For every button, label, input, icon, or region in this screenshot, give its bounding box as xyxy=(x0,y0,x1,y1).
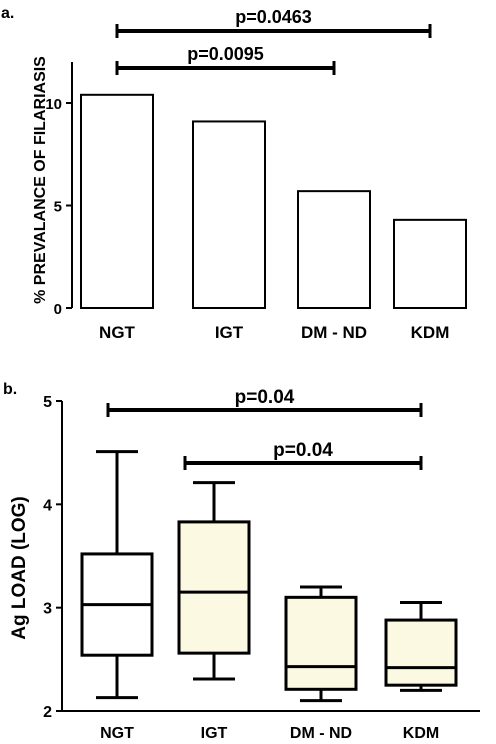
panel-b-y-tick-label: 5 xyxy=(43,394,52,411)
panel-a-y-tick-label: 10 xyxy=(45,96,62,113)
panel-b-label: b. xyxy=(3,381,17,398)
panel-a-y-axis-label: % PREVALANCE OF FILARIASIS xyxy=(32,56,49,304)
panel-b-box-kdm xyxy=(384,618,458,687)
panel-b-box-dm-nd xyxy=(284,595,358,691)
panel-b-p-value: p=0.04 xyxy=(273,440,333,461)
panel-b-y-tick-label: 3 xyxy=(43,601,52,618)
panel-a-bar-dm-nd xyxy=(297,190,371,309)
panel-b-y-tick-label: 4 xyxy=(43,497,52,514)
panel-b-x-tick-label: IGT xyxy=(201,725,228,742)
panel-a-x-tick-label: DM - ND xyxy=(301,323,367,342)
panel-b-box-igt xyxy=(177,520,251,655)
panel-a-chart: a. % PREVALANCE OF FILARIASIS 0 5 10 NGT IGT… xyxy=(1,5,467,342)
panel-a-p-value: p=0.0095 xyxy=(187,44,264,64)
panel-b-y-axis-label: Ag LOAD (LOG) xyxy=(9,496,30,640)
panel-b-y-tick-label: 2 xyxy=(43,704,52,721)
panel-a-x-tick-label: NGT xyxy=(99,323,136,342)
panel-a-bar-igt xyxy=(192,120,266,309)
panel-a-y-tick-label: 5 xyxy=(54,199,62,216)
panel-a-label: a. xyxy=(1,5,14,22)
panel-b-x-tick-label: KDM xyxy=(403,725,439,742)
panel-a-bar-kdm xyxy=(393,218,467,310)
panel-b-p-value: p=0.04 xyxy=(235,387,295,408)
panel-a-x-tick-label: IGT xyxy=(215,323,244,342)
panel-a-x-tick-label: KDM xyxy=(411,323,450,342)
panel-a-p-value: p=0.0463 xyxy=(235,7,312,27)
panel-a-y-tick-label: 0 xyxy=(54,301,62,318)
panel-b-x-tick-label: NGT xyxy=(100,725,134,742)
panel-a-bar-ngt xyxy=(80,93,154,309)
panel-b-x-tick-label: DM - ND xyxy=(290,725,352,742)
panel-b-chart: b. Ag LOAD (LOG) 2 3 4 5 NGT IGT DM - ND KDM p=0… xyxy=(3,381,480,742)
